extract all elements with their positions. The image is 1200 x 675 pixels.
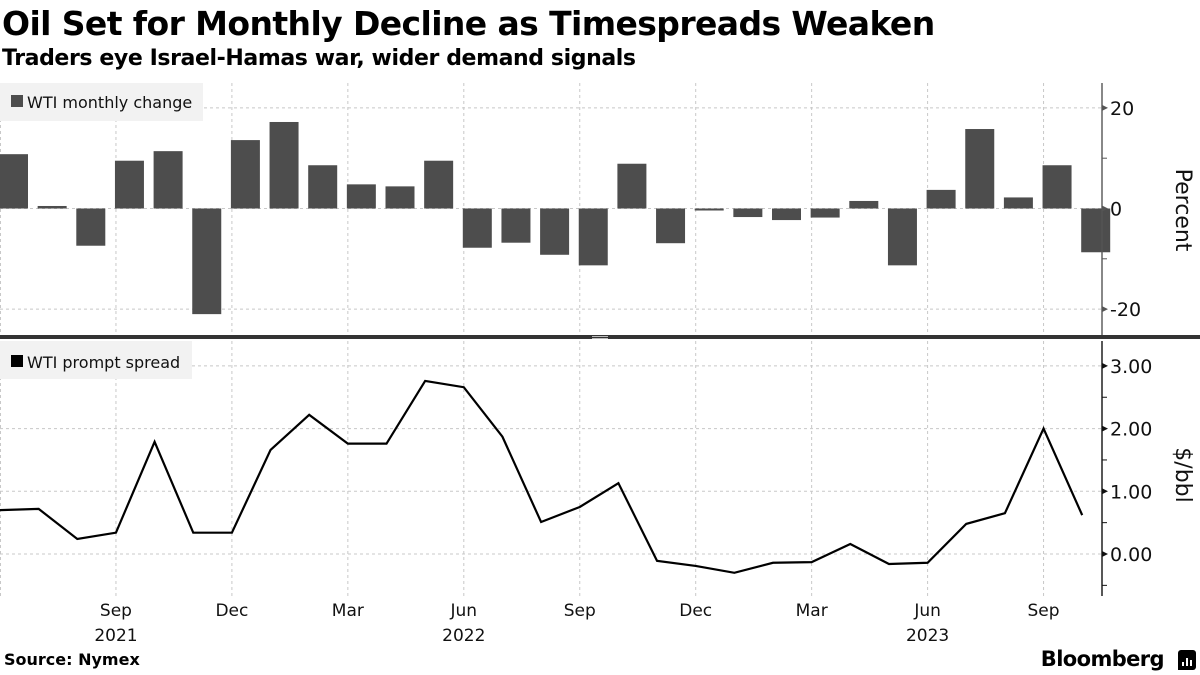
bar-jun-2022	[462, 208, 492, 248]
bloomberg-logo: Bloomberg	[1040, 647, 1165, 671]
x-tick-label-year: 2022	[442, 626, 485, 646]
legend-label-monthly-change: WTI monthly change	[27, 93, 192, 112]
bar-apr-2023	[849, 200, 879, 209]
bar-may-2022	[424, 160, 454, 209]
bar-legend: WTI monthly change	[0, 83, 203, 121]
bar-nov-2021	[192, 208, 222, 315]
bar-feb-2022	[308, 165, 338, 209]
bar-dec-2022	[694, 208, 724, 211]
chart-title: Oil Set for Monthly Decline as Timesprea…	[2, 4, 935, 43]
panel-resize-handle	[592, 336, 608, 337]
y-tick-label: 0.00	[1110, 544, 1152, 566]
x-tick-label-month: Jun	[913, 601, 941, 621]
bar-aug-2023	[1003, 197, 1033, 209]
bar-sep-2021	[114, 160, 144, 209]
y-tick-marker	[1102, 306, 1108, 313]
x-tick-label-month: Sep	[564, 601, 596, 621]
bar-nov-2022	[656, 208, 686, 244]
bar-jun-2021	[0, 154, 28, 209]
bar-mar-2022	[346, 184, 376, 209]
x-tick-label-year: 2021	[94, 626, 137, 646]
bar-jan-2023	[733, 208, 763, 218]
bar-dec-2021	[230, 140, 260, 209]
bar-jul-2023	[965, 129, 995, 209]
bar-oct-2021	[153, 151, 183, 209]
y-axis-title-dollars-per-barrel: $/bbl	[1170, 447, 1195, 502]
line-legend: WTI prompt spread	[0, 341, 192, 379]
line-layer	[0, 379, 1084, 574]
legend-swatch-bar	[11, 95, 23, 107]
bar-sep-2023	[1042, 165, 1072, 209]
y-tick-marker	[1102, 488, 1108, 495]
y-tick-marker	[1102, 205, 1108, 212]
x-tick-label-month: Mar	[332, 601, 364, 621]
x-tick-label-month: Mar	[796, 601, 828, 621]
y-tick-label: 0	[1110, 199, 1122, 221]
x-tick-label-month: Jun	[450, 601, 478, 621]
y-tick-label: 1.00	[1110, 481, 1152, 503]
y-tick-label: -20	[1110, 299, 1141, 321]
x-tick-label-year: 2023	[906, 626, 949, 646]
y-tick-label: 20	[1110, 98, 1134, 120]
source-note: Source: Nymex	[4, 650, 140, 669]
chart-subtitle: Traders eye Israel-Hamas war, wider dema…	[2, 46, 636, 71]
y-tick-marker	[1102, 362, 1108, 369]
y-tick-label: 3.00	[1110, 356, 1152, 378]
bar-sep-2022	[578, 208, 608, 266]
bar-feb-2023	[772, 208, 801, 221]
legend-swatch-line	[11, 355, 23, 367]
y-tick-marker	[1102, 104, 1108, 111]
bar-jun-2023	[926, 189, 956, 209]
bar-jan-2022	[269, 121, 299, 209]
bar-jul-2021	[37, 205, 67, 209]
bar-mar-2023	[810, 208, 840, 218]
bar-oct-2022	[617, 163, 647, 209]
bars-layer	[0, 121, 1111, 315]
bloomberg-chart-icon	[1178, 650, 1196, 670]
bar-may-2023	[887, 208, 917, 266]
y-tick-label: 2.00	[1110, 419, 1152, 441]
legend-background	[0, 341, 192, 379]
legend-label-prompt-spread: WTI prompt spread	[27, 353, 180, 372]
x-tick-label-month: Dec	[679, 601, 712, 621]
y-tick-marker	[1102, 425, 1108, 432]
legend-background	[0, 83, 203, 121]
y-tick-marker	[1102, 551, 1108, 557]
bar-aug-2022	[540, 208, 570, 255]
x-tick-label-month: Sep	[100, 601, 132, 621]
spread-line-series	[0, 379, 1084, 574]
panel-resize-handle-line	[592, 338, 608, 339]
bar-aug-2021	[76, 208, 106, 246]
bar-oct-2023	[1081, 208, 1111, 253]
bar-jul-2022	[501, 208, 531, 243]
x-tick-label-month: Sep	[1028, 601, 1060, 621]
x-tick-label-month: Dec	[215, 601, 248, 621]
axis-layer: 20 0 -20 3.00 2.00 1.00 0.00 Sep 2021 Dec Mar Jun 20…	[94, 83, 1152, 646]
bar-apr-2022	[385, 186, 415, 209]
y-axis-title-percent: Percent	[1170, 169, 1195, 252]
